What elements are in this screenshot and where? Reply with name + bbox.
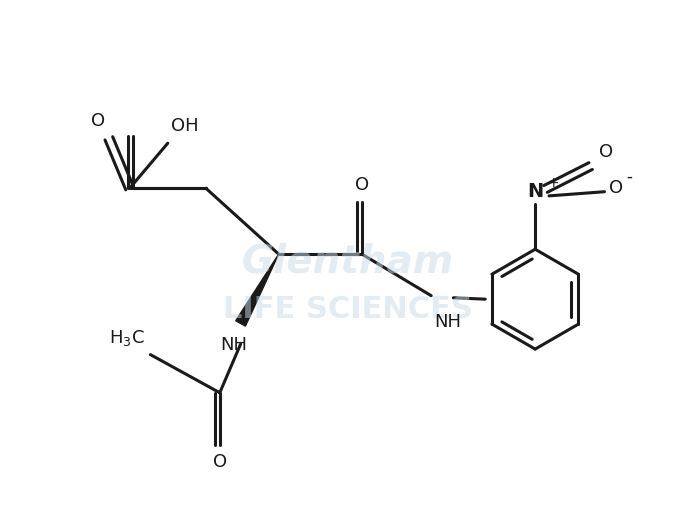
Text: O: O	[609, 179, 624, 197]
Text: O: O	[213, 453, 227, 471]
Text: NH: NH	[220, 336, 247, 354]
Text: H$_3$C: H$_3$C	[109, 328, 145, 348]
Text: -: -	[626, 167, 633, 186]
Text: N: N	[527, 181, 544, 201]
Text: OH: OH	[171, 117, 199, 135]
Text: Glentham: Glentham	[242, 242, 454, 280]
Text: O: O	[91, 112, 106, 130]
Polygon shape	[236, 254, 278, 326]
Text: O: O	[355, 176, 369, 194]
Text: NH: NH	[435, 313, 461, 331]
Text: +: +	[548, 176, 560, 190]
Text: LIFE SCIENCES: LIFE SCIENCES	[223, 295, 473, 324]
Text: O: O	[599, 143, 613, 161]
